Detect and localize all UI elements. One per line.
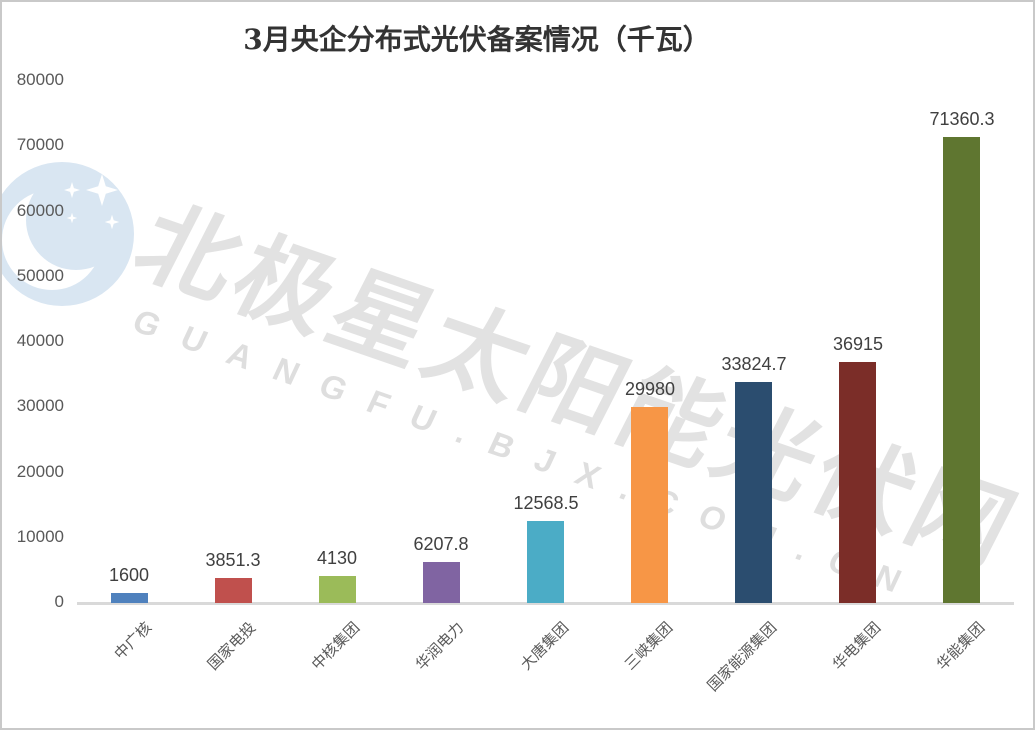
- y-tick-label: 40000: [16, 331, 64, 350]
- value-label: 71360.3: [929, 109, 995, 130]
- y-tick-label: 60000: [16, 200, 64, 220]
- value-label: 33824.7: [721, 354, 787, 375]
- y-tick-label: 0: [54, 592, 64, 611]
- value-label: 6207.8: [413, 534, 469, 555]
- value-label: 29980: [624, 379, 676, 400]
- bar: [943, 137, 980, 603]
- bar: [215, 577, 252, 603]
- value-label: 36915: [832, 334, 884, 355]
- value-label: 4130: [316, 548, 358, 569]
- y-tick-label: 70000: [16, 135, 64, 155]
- bar: [423, 562, 460, 603]
- x-axis-line: [77, 602, 1014, 605]
- bar: [631, 407, 668, 603]
- y-tick-label: 50000: [16, 265, 64, 285]
- bar: [527, 520, 564, 603]
- value-label: 12568.5: [513, 492, 579, 513]
- bar: [839, 362, 876, 603]
- y-tick-label: 20000: [16, 461, 64, 481]
- y-tick-label: 80000: [16, 70, 64, 89]
- bar: [735, 382, 772, 603]
- category-label: 中广核: [111, 619, 156, 663]
- y-tick-label: 10000: [16, 526, 64, 546]
- value-label: 1600: [108, 564, 150, 585]
- y-tick-label: 30000: [16, 396, 64, 416]
- chart-title: 3月央企分布式光伏备案情况（千瓦）: [243, 23, 711, 56]
- value-label: 3851.3: [205, 549, 261, 570]
- bar: [319, 576, 356, 603]
- bar: [111, 592, 148, 603]
